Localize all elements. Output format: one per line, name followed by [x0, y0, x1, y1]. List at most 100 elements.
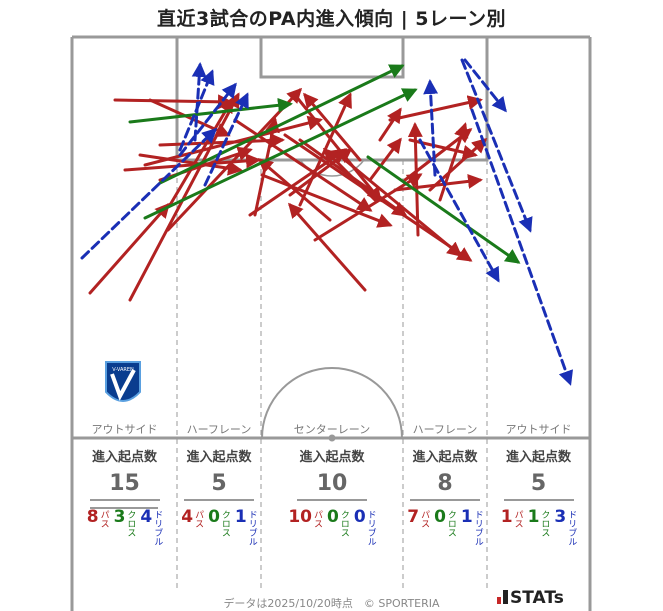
footer-note: データは2025/10/20時点 © SPORTERIA [223, 597, 440, 610]
stat-breakdown: 10 パス 0 クロス 0 ドリブル [261, 507, 403, 546]
dribble-count: 1 [234, 507, 247, 527]
lane-label-outside-left: アウトサイド [91, 423, 158, 436]
lane-label-outside-right: アウトサイド [505, 423, 572, 436]
dribble-count: 0 [353, 507, 366, 527]
pass-arrow [343, 158, 463, 257]
dribble-label: ドリブル [566, 510, 577, 546]
cross-label: クロス [125, 510, 136, 537]
dribble-label: ドリブル [246, 510, 257, 546]
lane-stats-outside-left: 進入起点数 15 8 パス 3 クロス 4 ドリブル [72, 446, 177, 546]
lane-label-halflane-right: ハーフレーン [412, 423, 478, 436]
stat-header: 進入起点数 [412, 450, 478, 465]
dribble-count: 3 [554, 507, 567, 527]
pass-arrow [257, 158, 332, 222]
stat-total: 10 [297, 471, 367, 501]
cross-label: クロス [539, 510, 550, 537]
dribble-arrow [423, 79, 439, 177]
stat-header: 進入起点数 [505, 450, 571, 465]
pass-label: パス [98, 510, 109, 528]
center-circle [261, 367, 403, 439]
brand-text: STATs [510, 588, 564, 608]
lane-stats-outside-right: 進入起点数 5 1 パス 1 クロス 3 ドリブル [487, 446, 590, 546]
lane-stats-halflane-right: 進入起点数 8 7 パス 0 クロス 1 ドリブル [403, 446, 487, 546]
cross-count: 3 [113, 507, 126, 527]
pass-arrow [128, 92, 240, 302]
cross-arrow [128, 97, 293, 124]
dribble-arrow [178, 82, 237, 157]
pass-arrow [113, 94, 233, 110]
cross-arrow [366, 155, 521, 264]
pass-arrow [88, 202, 170, 295]
chart-title: 直近3試合のPA内進入傾向 | 5レーン別 [156, 8, 507, 30]
pass-arrow [378, 107, 402, 142]
dribble-label: ドリブル [472, 510, 483, 546]
pass-arrow [260, 173, 393, 228]
pass-count: 10 [288, 507, 312, 527]
pass-count: 4 [181, 507, 194, 527]
pass-arrow [158, 132, 285, 148]
cross-count: 0 [326, 507, 339, 527]
lane-stats-halflane-left: 進入起点数 5 4 パス 0 クロス 1 ドリブル [177, 446, 261, 546]
lane-stats-center: 進入起点数 10 10 パス 0 クロス 0 ドリブル [261, 446, 403, 546]
stat-header: 進入起点数 [299, 450, 365, 465]
dribble-arrow [418, 138, 500, 283]
brand-logo: STATs [497, 588, 564, 608]
pass-arrow [138, 153, 243, 176]
pass-arrow [438, 122, 469, 202]
lane-label-center: センターレーン [293, 423, 371, 436]
cross-label: クロス [445, 510, 456, 537]
pass-arrow [166, 87, 303, 232]
pitch-lines [70, 35, 592, 611]
pass-arrow [428, 137, 488, 192]
badge-text: V-VAREN [112, 367, 134, 373]
pass-arrow [288, 202, 367, 292]
stat-total: 5 [503, 471, 574, 501]
pass-count: 8 [86, 507, 99, 527]
stat-breakdown: 8 パス 3 クロス 4 ドリブル [72, 507, 177, 546]
cross-label: クロス [338, 510, 349, 537]
cross-count: 0 [208, 507, 220, 527]
pass-label: パス [193, 510, 204, 528]
pass-count: 7 [407, 507, 420, 527]
dribble-arrow [460, 58, 533, 233]
dribble-arrow [470, 108, 574, 386]
team-badge: V-VAREN [105, 361, 141, 402]
cross-label: クロス [219, 510, 230, 537]
dribble-arrow [203, 92, 249, 187]
stat-header: 進入起点数 [186, 450, 252, 465]
pass-arrow [288, 148, 353, 197]
dribble-count: 1 [460, 507, 473, 527]
pass-arrow [168, 97, 234, 207]
pass-arrow [407, 122, 423, 237]
dribble-arrow [463, 58, 507, 113]
stat-breakdown: 1 パス 1 クロス 3 ドリブル [487, 507, 590, 546]
dribble-arrow [191, 62, 207, 142]
pass-label: パス [311, 510, 322, 528]
cross-arrow [158, 64, 405, 185]
pass-arrow [322, 147, 377, 202]
pass-count: 1 [500, 507, 513, 527]
pass-arrow [368, 137, 402, 182]
pass-label: パス [419, 510, 430, 528]
cross-count: 0 [434, 507, 446, 527]
stat-breakdown: 4 パス 0 クロス 1 ドリブル [177, 507, 261, 546]
stat-total: 15 [89, 471, 160, 501]
dribble-label: ドリブル [365, 510, 376, 546]
cross-arrow [143, 88, 418, 220]
stat-breakdown: 7 パス 0 クロス 1 ドリブル [403, 507, 487, 546]
stat-total: 8 [410, 471, 480, 501]
stat-header: 進入起点数 [91, 450, 157, 465]
lane-label-halflane-left: ハーフレーン [186, 423, 252, 436]
dribble-count: 4 [140, 507, 153, 527]
pass-arrow [313, 173, 423, 242]
pass-label: パス [512, 510, 523, 528]
goal-area [259, 35, 405, 79]
pass-arrow [123, 153, 261, 172]
pass-arrow [388, 95, 483, 122]
center-spot [328, 434, 336, 442]
stat-total: 5 [184, 471, 254, 501]
entry-arrows [80, 58, 574, 386]
dribble-arrow [80, 127, 218, 260]
cross-count: 1 [527, 507, 540, 527]
